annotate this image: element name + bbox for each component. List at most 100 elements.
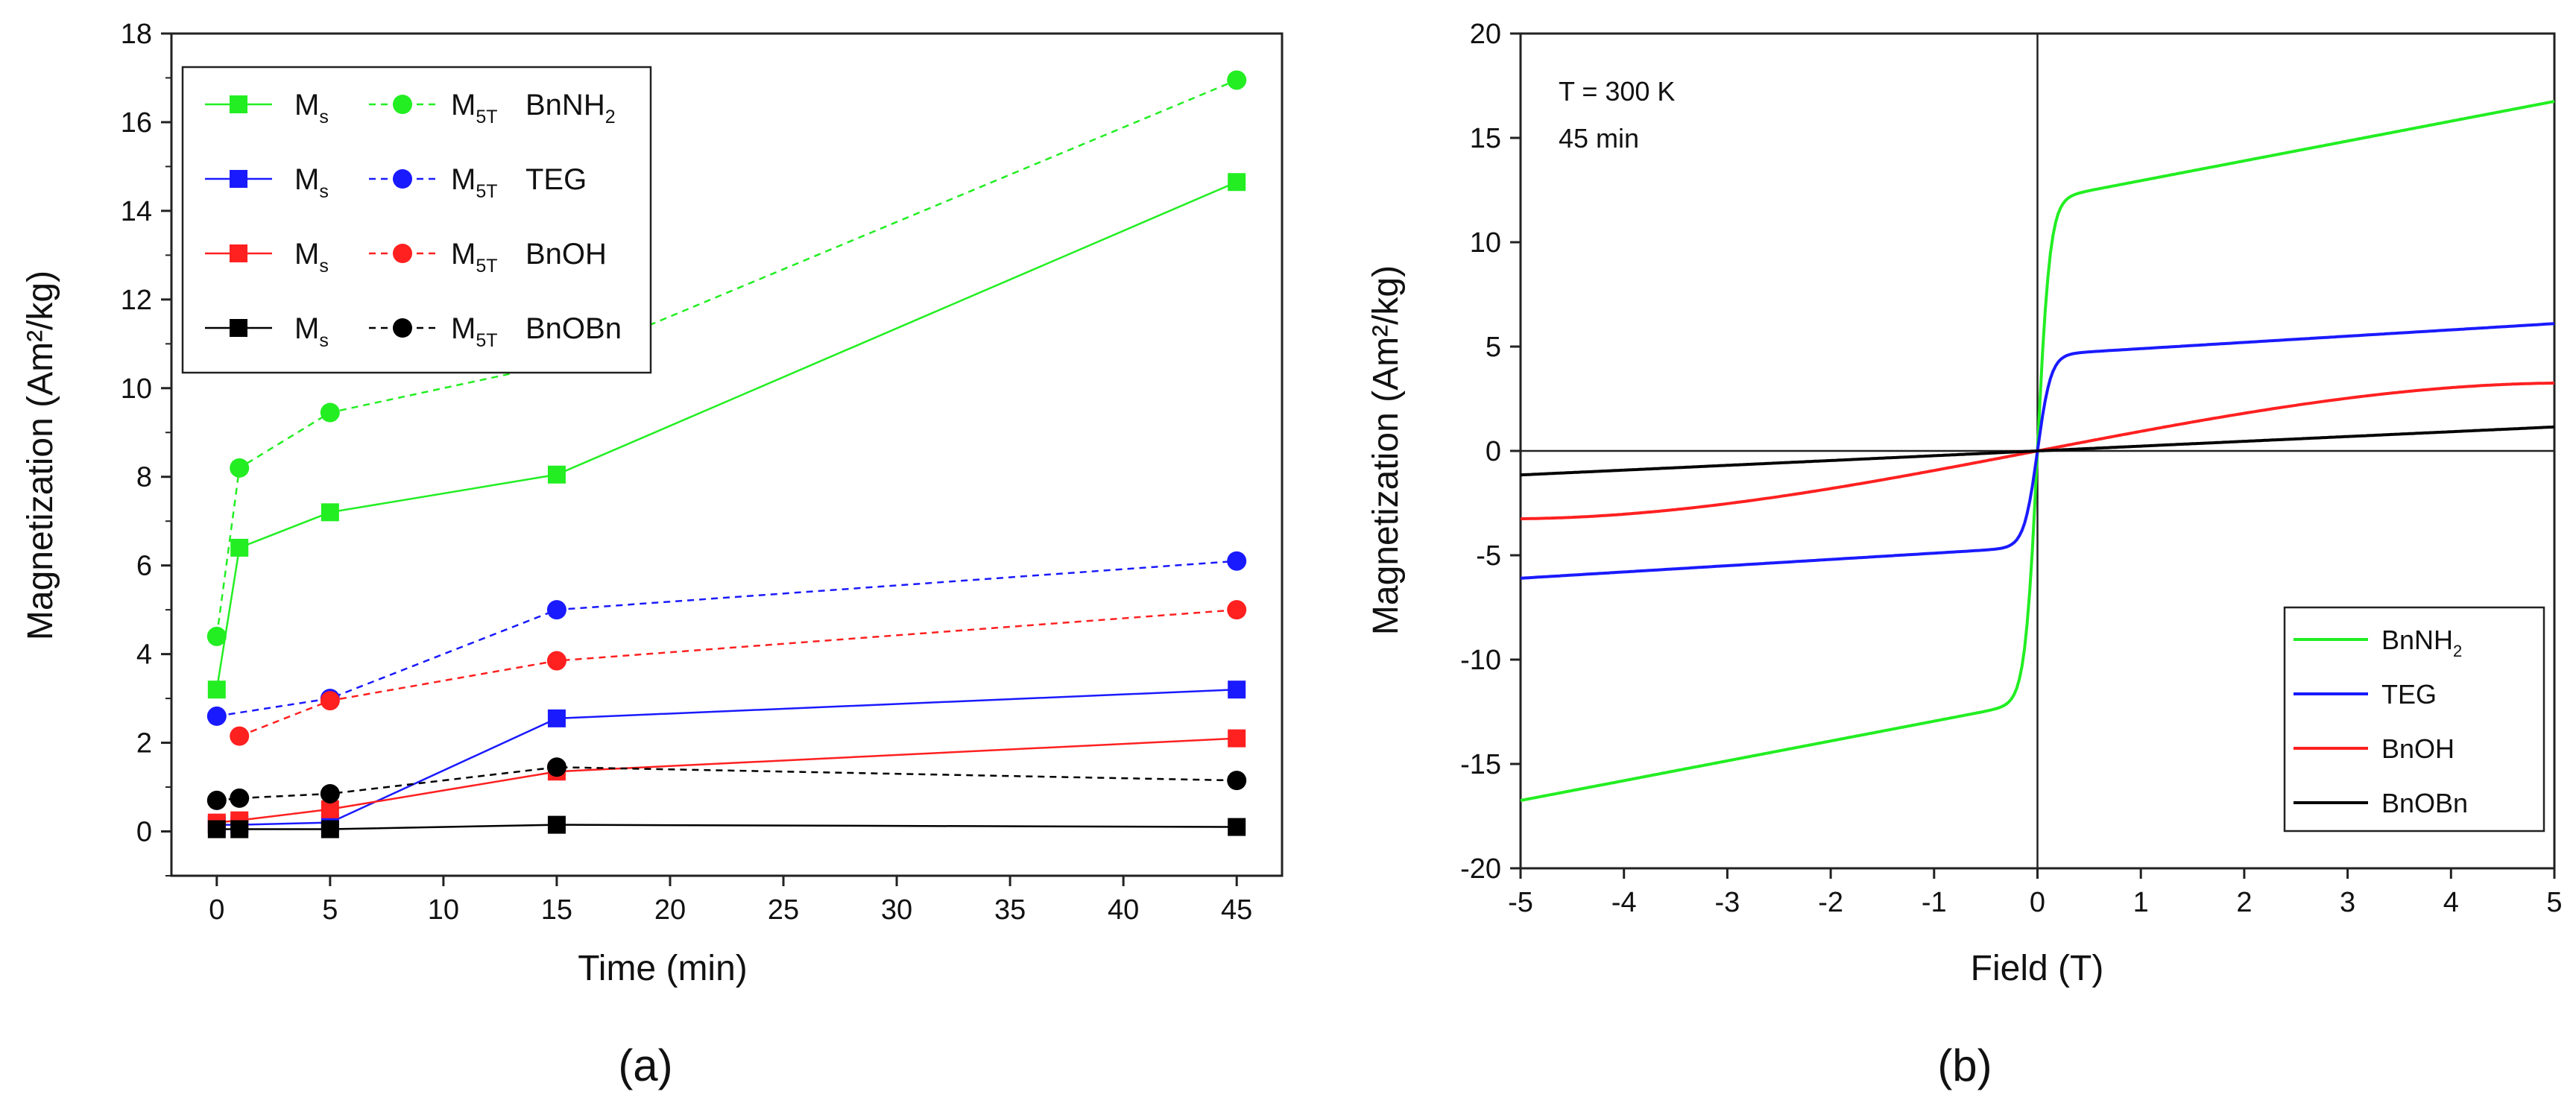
data-point-circle [320,691,340,711]
legend-label-m5t: M5T [451,89,498,127]
panel-b-x-tick-label: 5 [2546,887,2562,918]
panel-b-y-tick-label: -10 [1460,645,1501,676]
panel-b-x-tick-label: 0 [2030,887,2045,918]
panel-b-legend: BnNH2 TEG BnOH BnOBn [2283,606,2545,833]
data-point-circle [546,600,566,620]
data-point-square [1228,173,1246,192]
panel-a-x-tick-label: 15 [541,894,572,926]
legend-label: BnNH2 [2381,625,2462,660]
panel-a-x-tick-label: 20 [654,894,686,926]
panel-a-y-tick-label: 8 [136,462,152,493]
legend-label-m5t: M5T [451,163,498,202]
panel-b-annotation-temperature: T = 300 K [1559,76,1675,107]
legend-box [181,66,652,374]
data-point-circle [546,651,566,671]
panel-a-x-tick-label: 25 [768,894,799,926]
panel-b-x-tick-label: -4 [1611,887,1637,918]
legend-label-sample: BnOBn [525,312,622,345]
data-point-square [1228,680,1246,699]
panel-a-series [206,70,1247,838]
panel-a-x-tick-label: 10 [428,894,459,926]
panel-b-label: (b) [1937,1040,1992,1090]
legend-label-m5t: M5T [451,312,498,351]
series-line-ms-teg [216,688,1237,826]
data-point-circle [1227,771,1247,791]
legend-label-sample: BnOH [525,238,607,271]
panel-b-y-tick-label: -20 [1460,853,1501,885]
panel-a-legend: Ms M5T BnNH2 Ms M5T TEG Ms M5T BnOH Ms M5T BnOBn [181,66,652,374]
panel-b-x-tick-label: 3 [2340,887,2355,918]
legend-label-ms: Ms [294,312,329,351]
panel-b-annotation-time: 45 min [1559,123,1639,154]
panel-a-y-tick-label: 12 [121,285,152,316]
panel-a-x-axis-label: Time (min) [578,949,748,988]
legend-marker-square [230,244,247,262]
panel-a: 0 5 10 15 20 25 30 35 40 45 0 2 4 6 8 10 12 14 16 18 Ms M5T B… [21,19,1284,1090]
data-point-square [207,820,226,838]
legend-marker-circle [393,244,412,263]
data-point-circle [230,788,250,808]
panel-a-y-tick-label: 0 [136,817,152,848]
legend-label: BnOH [2381,733,2455,764]
panel-a-y-tick-label: 6 [136,551,152,582]
panel-a-x-tick-label: 0 [209,894,224,926]
series-line-m5t-bnobn [216,766,1237,802]
data-point-circle [1227,70,1247,90]
panel-a-y-tick-label: 4 [136,639,152,671]
legend-label-ms: Ms [294,163,329,202]
legend-label-sample: BnNH2 [525,89,616,127]
panel-a-y-tick-label: 16 [121,107,152,139]
legend-label-ms: Ms [294,89,329,127]
panel-b-x-tick-label: -1 [1922,887,1947,918]
data-point-square [547,815,566,834]
panel-a-plot-frame [170,32,1284,877]
panel-a-label: (a) [618,1040,672,1090]
series-line-ms-bnoh [216,737,1237,824]
panel-b-y-tick-label: -15 [1460,749,1501,780]
data-point-circle [1227,551,1247,571]
panel-a-axes-frame: 0 5 10 15 20 25 30 35 40 45 0 2 4 6 8 10 12 14 16 18 [121,19,1284,926]
series-curve-bnobn [1520,425,2555,477]
data-point-circle [1227,600,1247,620]
data-point-circle [206,790,227,810]
panel-a-x-tick-label: 35 [994,894,1026,926]
data-point-square [230,820,249,838]
panel-b-y-tick-label: -5 [1476,540,1501,572]
panel-b-y-tick-label: 0 [1486,436,1501,467]
panel-b-x-tick-label: 1 [2133,887,2149,918]
legend-marker-circle [393,95,412,114]
legend-label: BnOBn [2381,788,2468,818]
data-point-square [1228,818,1246,836]
legend-marker-circle [393,169,412,189]
panel-a-y-tick-label: 18 [121,19,152,50]
data-point-square [547,709,566,727]
panel-b-y-axis-label: Magnetization (Am²/kg) [1366,265,1406,635]
panel-a-x-tick-label: 40 [1108,894,1139,926]
data-point-circle [546,757,566,777]
legend-marker-square [230,95,247,113]
legend-label: TEG [2381,679,2437,710]
data-point-square [230,538,249,557]
panel-b-series [1520,100,2555,802]
panel-b-y-tick-label: 10 [1470,227,1501,259]
data-point-square [1228,729,1246,748]
panel-b-x-tick-label: -2 [1818,887,1843,918]
data-point-circle [230,726,250,746]
panel-a-x-tick-label: 30 [881,894,912,926]
panel-b-y-tick-label: 20 [1470,19,1501,50]
panel-b-x-tick-label: 4 [2443,887,2459,918]
panel-a-x-tick-label: 5 [322,894,338,926]
panel-b-y-tick-label: 15 [1470,123,1501,154]
legend-marker-square [230,170,247,188]
panel-b-x-tick-label: -3 [1715,887,1740,918]
data-point-square [207,680,226,699]
panel-a-y-axis-label: Magnetization (Am²/kg) [21,271,60,640]
legend-box [2283,606,2545,833]
data-point-circle [230,458,250,478]
panel-a-y-tick-label: 2 [136,728,152,759]
panel-b-x-axis-label: Field (T) [1971,949,2104,988]
series-line-m5t-bnoh [239,608,1237,737]
data-point-square [321,503,339,522]
panel-a-y-tick-label: 14 [121,196,152,227]
legend-label-sample: TEG [525,163,587,196]
